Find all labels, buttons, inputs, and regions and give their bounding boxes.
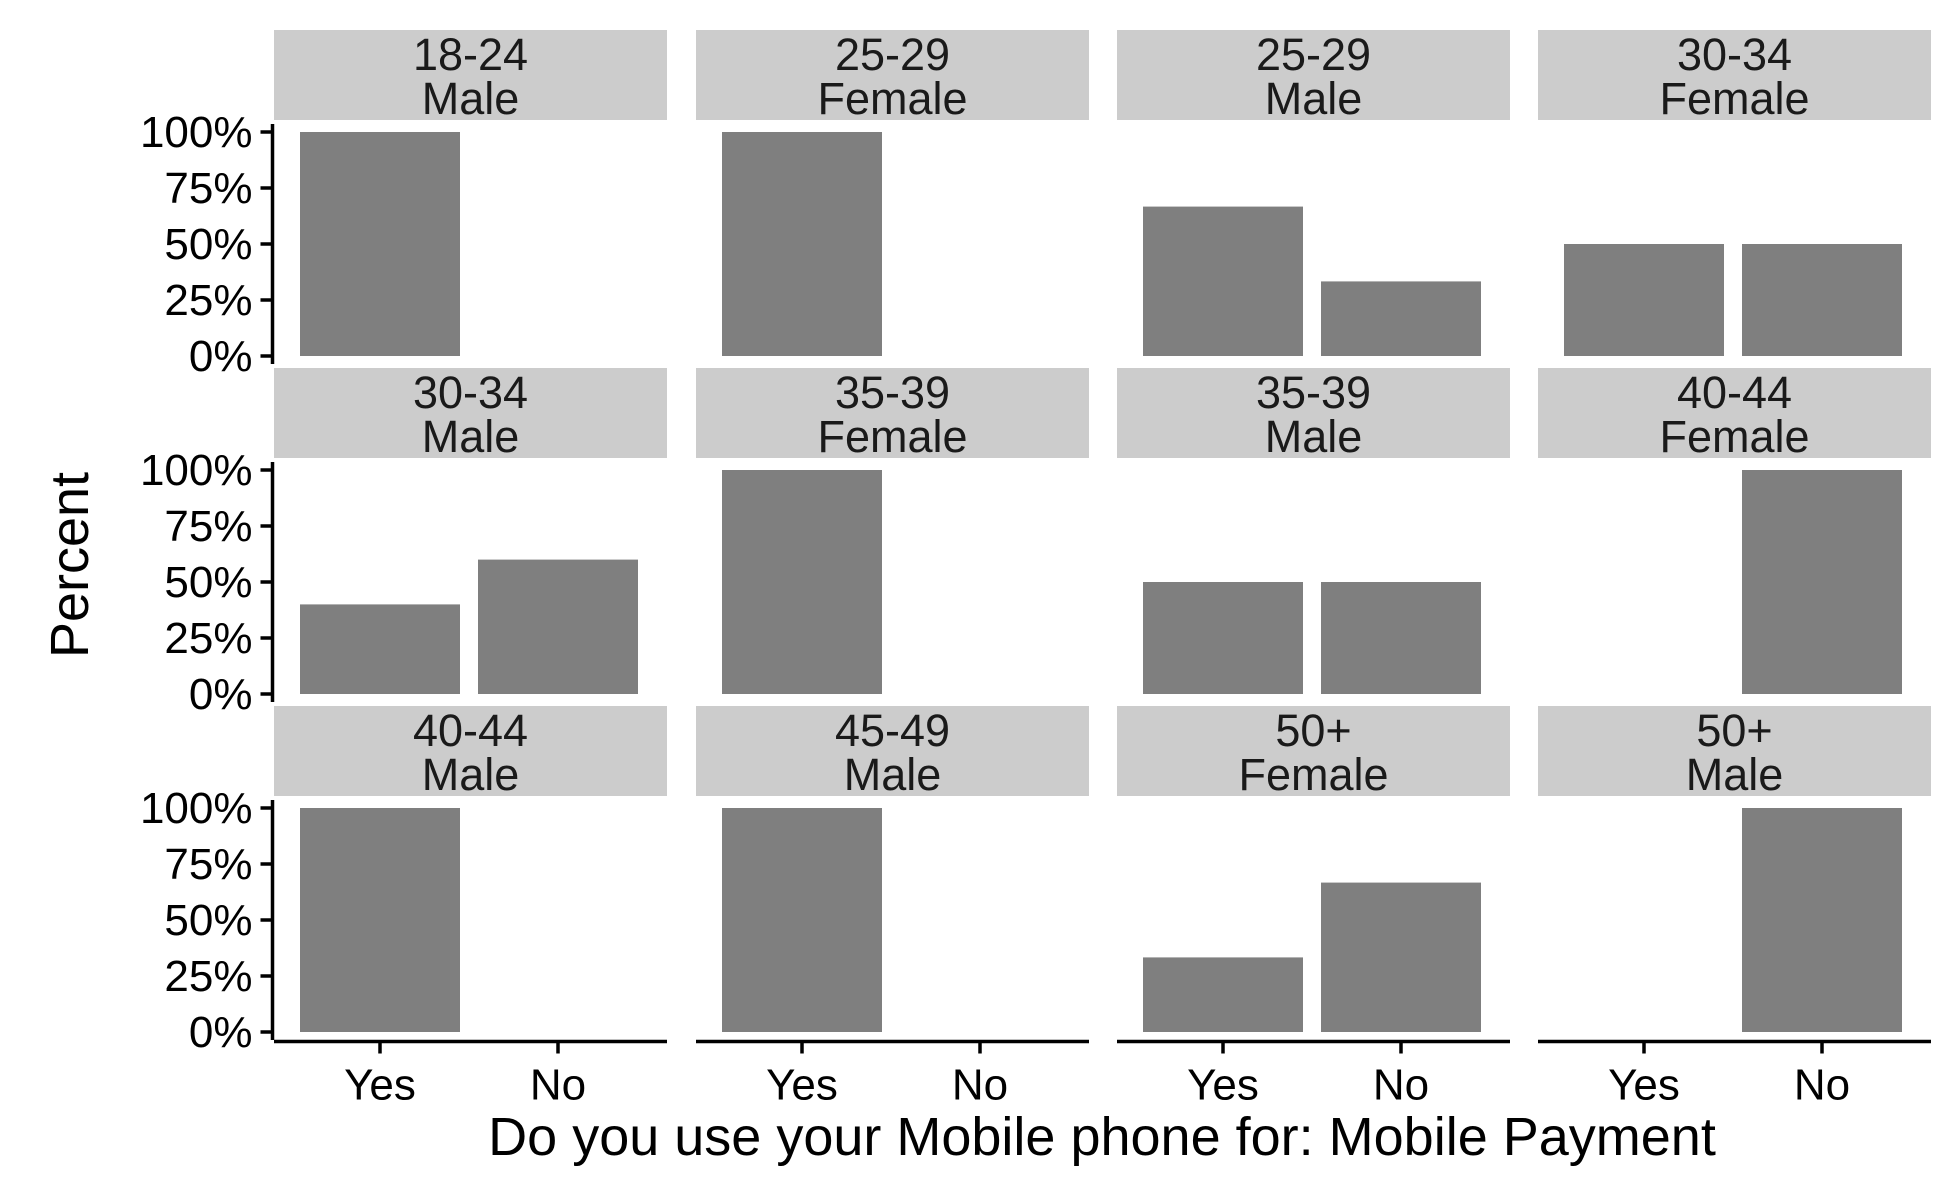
facet-strip-gender: Male	[422, 749, 520, 800]
bar-yes	[300, 604, 460, 694]
facet-strip-age: 25-29	[835, 29, 950, 80]
facet-strip-age: 45-49	[835, 705, 950, 756]
y-tick-label: 0%	[189, 1008, 253, 1057]
bar-no	[478, 559, 638, 694]
bar-no	[1742, 470, 1902, 694]
facet-strip	[1117, 30, 1510, 120]
y-tick-label: 100%	[140, 446, 253, 495]
bar-yes	[1143, 957, 1303, 1032]
panels-layer: 18-24Male0%25%50%75%100%25-29Female25-29…	[140, 29, 1931, 1110]
facet-strip-age: 50+	[1696, 705, 1772, 756]
y-tick-label: 50%	[164, 896, 252, 945]
y-tick-label: 25%	[164, 952, 252, 1001]
facet-strip-age: 40-44	[1677, 367, 1792, 418]
facet-strip-age: 50+	[1275, 705, 1351, 756]
facet-strip-age: 25-29	[1256, 29, 1371, 80]
facet-strip-gender: Male	[422, 73, 520, 124]
y-tick-label: 25%	[164, 276, 252, 325]
y-axis-title: Percent	[40, 472, 100, 658]
facet-strip-gender: Female	[817, 73, 967, 124]
y-tick-label: 0%	[189, 332, 253, 381]
facet-strip-gender: Male	[1265, 411, 1363, 462]
x-tick-label: Yes	[1187, 1061, 1259, 1110]
bar-yes	[722, 808, 882, 1032]
bar-no	[1321, 582, 1481, 694]
facet-strip-gender: Male	[1686, 749, 1784, 800]
y-tick-label: 75%	[164, 164, 252, 213]
facet-strip	[274, 368, 667, 458]
facet-strip	[696, 368, 1089, 458]
facet-panel: 50+Male Yes No	[1538, 705, 1931, 1110]
x-tick-label: No	[530, 1061, 586, 1110]
x-tick-label: Yes	[766, 1061, 838, 1110]
facet-strip-age: 30-34	[413, 367, 528, 418]
facet-strip-gender: Male	[844, 749, 942, 800]
facet-strip	[696, 30, 1089, 120]
bar-no	[1321, 281, 1481, 356]
y-tick-label: 75%	[164, 840, 252, 889]
facet-strip	[1117, 706, 1510, 796]
facet-strip-age: 18-24	[413, 29, 528, 80]
x-tick-label: No	[1794, 1061, 1850, 1110]
facet-strip	[274, 30, 667, 120]
bar-yes	[300, 132, 460, 356]
x-tick-label: No	[1373, 1061, 1429, 1110]
y-tick-label: 75%	[164, 502, 252, 551]
facet-strip	[1538, 368, 1931, 458]
facet-strip-gender: Male	[1265, 73, 1363, 124]
bar-yes	[722, 470, 882, 694]
x-tick-label: No	[952, 1061, 1008, 1110]
facet-strip-gender: Female	[1659, 411, 1809, 462]
facet-strip	[1538, 30, 1931, 120]
y-tick-label: 100%	[140, 108, 253, 157]
bar-no	[1321, 882, 1481, 1032]
facet-panel: 50+Female Yes No	[1117, 705, 1510, 1110]
y-tick-label: 50%	[164, 558, 252, 607]
facet-strip-age: 30-34	[1677, 29, 1792, 80]
bar-yes	[1564, 244, 1724, 356]
bar-yes	[1143, 582, 1303, 694]
facet-strip-age: 35-39	[1256, 367, 1371, 418]
y-tick-label: 50%	[164, 220, 252, 269]
y-tick-label: 25%	[164, 614, 252, 663]
bar-no	[1742, 808, 1902, 1032]
y-tick-label: 0%	[189, 670, 253, 719]
facet-strip	[1538, 706, 1931, 796]
y-tick-label: 100%	[140, 784, 253, 833]
x-tick-label: Yes	[344, 1061, 416, 1110]
facet-strip	[274, 706, 667, 796]
x-axis-title: Do you use your Mobile phone for: Mobile…	[488, 1107, 1716, 1167]
bar-yes	[722, 132, 882, 356]
bar-yes	[300, 808, 460, 1032]
bar-no	[1742, 244, 1902, 356]
facet-strip	[696, 706, 1089, 796]
facet-strip	[1117, 368, 1510, 458]
facet-strip-age: 35-39	[835, 367, 950, 418]
facet-strip-gender: Female	[1238, 749, 1388, 800]
facet-strip-age: 40-44	[413, 705, 528, 756]
facet-strip-gender: Male	[422, 411, 520, 462]
facet-strip-gender: Female	[1659, 73, 1809, 124]
facet-strip-gender: Female	[817, 411, 967, 462]
bar-yes	[1143, 206, 1303, 356]
x-tick-label: Yes	[1608, 1061, 1680, 1110]
